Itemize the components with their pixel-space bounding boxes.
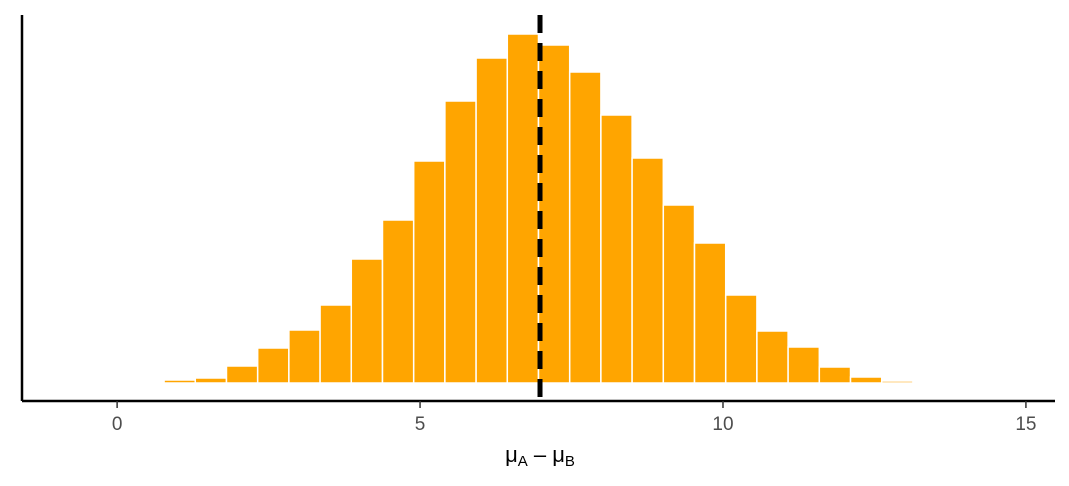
bar xyxy=(756,330,789,384)
x-tick-label: 10 xyxy=(712,414,733,435)
x-tick-label: 15 xyxy=(1015,414,1036,435)
bar xyxy=(506,33,540,384)
bar xyxy=(225,365,259,384)
bar xyxy=(288,329,321,384)
bar xyxy=(724,294,758,384)
bar xyxy=(631,157,665,384)
bar xyxy=(412,160,446,384)
x-label-sub: B xyxy=(565,453,575,470)
x-label-part: – μ xyxy=(528,442,565,467)
bar xyxy=(537,44,571,384)
bar xyxy=(444,100,477,384)
bar xyxy=(849,376,883,384)
bar xyxy=(787,346,821,384)
bar xyxy=(163,379,197,384)
bar xyxy=(194,377,228,384)
x-label-sub: A xyxy=(518,453,528,470)
bar xyxy=(132,381,165,384)
x-label-part: μ xyxy=(505,442,518,467)
bar xyxy=(475,57,509,384)
bar xyxy=(568,71,602,384)
bar xyxy=(381,219,415,384)
bar xyxy=(319,304,353,384)
bar xyxy=(350,258,384,384)
x-tick-label: 5 xyxy=(415,414,426,435)
bar xyxy=(600,114,633,384)
bar xyxy=(818,366,852,384)
x-tick-label: 0 xyxy=(112,414,123,435)
bar xyxy=(880,380,914,384)
bar xyxy=(693,242,727,384)
x-axis-label: μA – μB xyxy=(505,442,575,470)
bar xyxy=(256,347,290,384)
bar xyxy=(662,204,696,384)
